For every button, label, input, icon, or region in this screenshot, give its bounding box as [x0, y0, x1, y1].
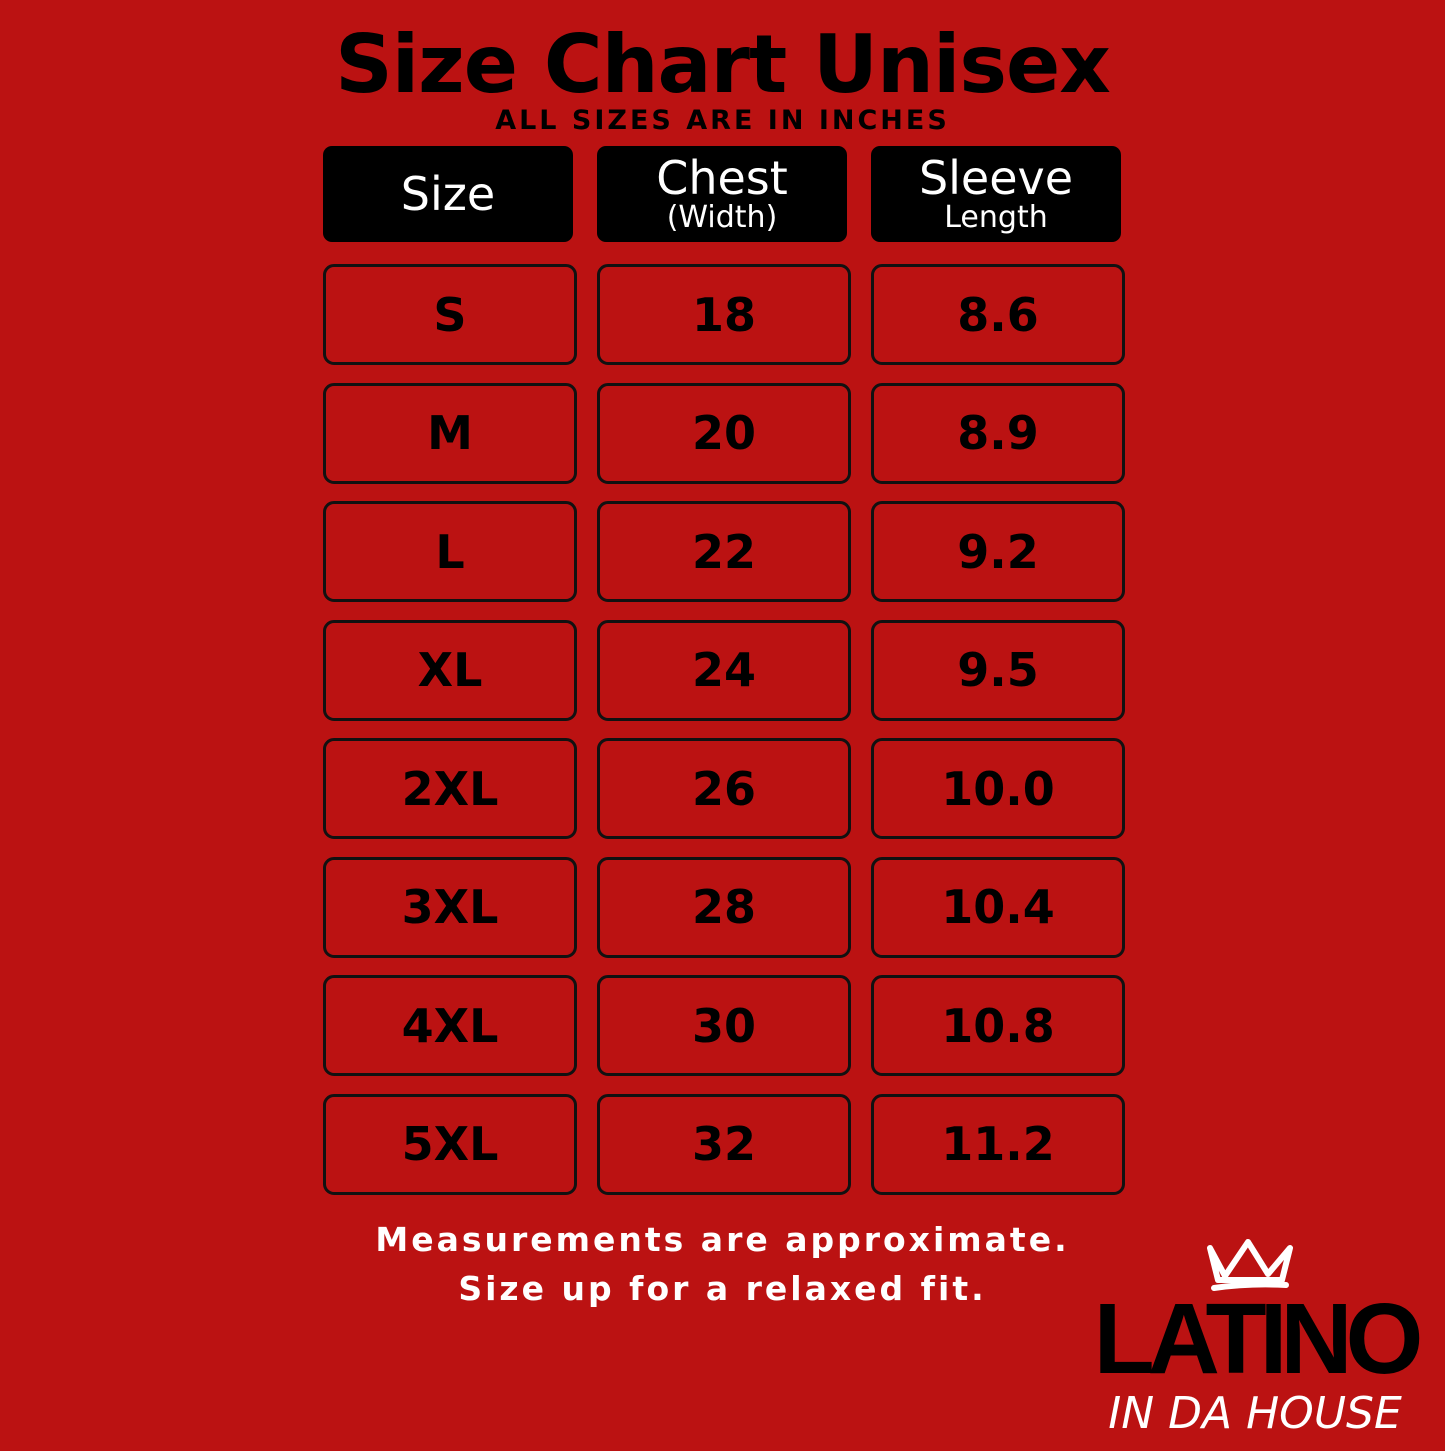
header-chest-sublabel: (Width)	[666, 200, 778, 235]
cell-size: XL	[323, 619, 577, 721]
cell-sleeve: 10.8	[871, 975, 1125, 1076]
cell-chest: 24	[597, 619, 851, 721]
header-sleeve: Sleeve Length	[871, 146, 1121, 242]
cell-sleeve: 10.4	[871, 856, 1125, 958]
cell-chest: 20	[597, 382, 851, 484]
cell-chest: 22	[597, 501, 851, 602]
logo-top-text: LATINO	[1093, 1283, 1424, 1395]
page-title: Size Chart Unisex	[335, 18, 1111, 111]
footer-note-2: Size up for a relaxed fit.	[458, 1269, 987, 1308]
cell-sleeve: 10.0	[871, 738, 1125, 839]
cell-sleeve: 9.2	[871, 501, 1125, 602]
cell-sleeve: 8.6	[871, 264, 1125, 365]
cell-sleeve: 8.9	[871, 382, 1125, 484]
header-chest-label: Chest	[656, 151, 788, 205]
cell-chest: 28	[597, 856, 851, 958]
cell-size: M	[323, 382, 577, 484]
logo-bottom-text: IN DA HOUSE	[1108, 1388, 1402, 1439]
cell-size: 5XL	[323, 1093, 577, 1195]
header-size-label: Size	[400, 167, 496, 221]
cell-chest: 30	[597, 975, 851, 1076]
cell-size: S	[323, 264, 577, 365]
cell-size: 4XL	[323, 975, 577, 1076]
cell-size: 2XL	[323, 738, 577, 839]
header-chest: Chest (Width)	[597, 146, 847, 242]
cell-size: 3XL	[323, 856, 577, 958]
header-sleeve-label: Sleeve	[918, 151, 1074, 205]
crown-icon	[1207, 1239, 1293, 1291]
cell-chest: 26	[597, 738, 851, 839]
cell-chest: 18	[597, 264, 851, 365]
header-sleeve-sublabel: Length	[944, 200, 1048, 235]
cell-sleeve: 11.2	[871, 1093, 1125, 1195]
cell-chest: 32	[597, 1093, 851, 1195]
cell-sleeve: 9.5	[871, 619, 1125, 721]
header-size: Size	[323, 146, 573, 242]
page-subtitle: ALL SIZES ARE IN INCHES	[495, 105, 950, 136]
cell-size: L	[323, 501, 577, 602]
footer-note-1: Measurements are approximate.	[375, 1220, 1070, 1259]
